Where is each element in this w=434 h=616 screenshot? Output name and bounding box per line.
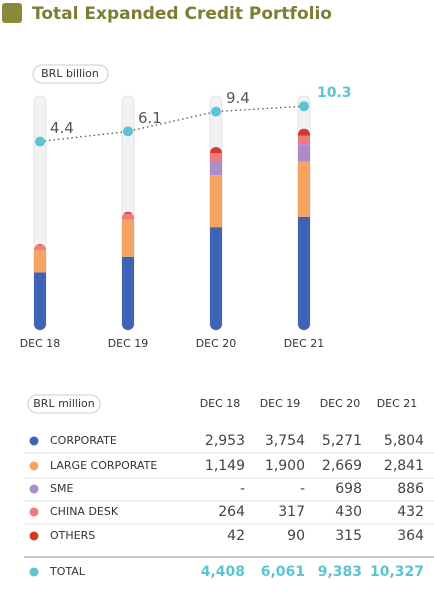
title: Total Expanded Credit Portfolio — [32, 4, 332, 24]
cell: 315 — [335, 528, 362, 544]
x-tick-label: DEC 18 — [20, 337, 61, 350]
cell: 5,271 — [322, 433, 362, 449]
table-unit-pill — [27, 394, 101, 414]
total-cell: 4,408 — [201, 564, 245, 580]
cell: 698 — [335, 481, 362, 497]
row-name: SME — [50, 482, 73, 495]
legend-dot — [29, 436, 39, 446]
bar-segment — [210, 153, 222, 162]
bar-segment — [298, 135, 310, 145]
bar-segment — [210, 161, 222, 176]
bar-segment — [34, 272, 46, 330]
bar-segment — [122, 256, 134, 330]
cell: 317 — [278, 504, 305, 520]
x-tick-label: DEC 19 — [108, 337, 149, 350]
bar-segment — [34, 244, 46, 251]
cell: 5,804 — [384, 433, 424, 449]
column-header: DEC 19 — [260, 397, 301, 410]
legend-dot — [29, 484, 39, 494]
bar-segment — [34, 244, 46, 245]
cell: 2,669 — [322, 458, 362, 474]
cell: 432 — [397, 504, 424, 520]
cell: - — [240, 481, 245, 497]
total-point — [123, 126, 133, 137]
stack — [122, 211, 134, 330]
total-point — [211, 106, 221, 117]
cell: 1,900 — [265, 458, 305, 474]
total-cell: 9,383 — [318, 564, 362, 580]
bar-segment — [298, 216, 310, 330]
total-label: 4.4 — [50, 119, 74, 137]
cell: 886 — [397, 481, 424, 497]
row-name: OTHERS — [50, 529, 95, 542]
total-line — [39, 105, 305, 143]
cell: 42 — [227, 528, 245, 544]
bar-segment — [122, 219, 134, 257]
bar-segment — [210, 147, 222, 154]
stack — [34, 244, 46, 330]
stack — [298, 128, 310, 330]
bar-segment — [298, 128, 310, 136]
row-name: LARGE CORPORATE — [50, 459, 157, 472]
total-cell: 6,061 — [261, 564, 305, 580]
cell: 2,953 — [205, 433, 245, 449]
bar-segment — [122, 211, 134, 214]
total-point — [35, 136, 45, 147]
cell: 2,841 — [384, 458, 424, 474]
table-unit-label: BRL million — [33, 397, 94, 410]
x-tick-label: DEC 20 — [196, 337, 237, 350]
stack — [210, 147, 222, 330]
legend-dot — [29, 567, 39, 577]
row-name: CHINA DESK — [50, 505, 119, 518]
bar-segment — [298, 144, 310, 162]
cell: 264 — [218, 504, 245, 520]
total-cell: 10,327 — [370, 564, 424, 580]
unit-label: BRL billion — [41, 67, 99, 80]
column-header: DEC 20 — [320, 397, 361, 410]
total-point — [299, 101, 309, 112]
total-label: 9.4 — [226, 89, 250, 107]
total-label: 10.3 — [317, 85, 352, 101]
cell: 3,754 — [265, 433, 305, 449]
row-name: TOTAL — [49, 565, 86, 578]
legend-dot — [29, 531, 39, 541]
cell: 1,149 — [205, 458, 245, 474]
bar-segment — [298, 161, 310, 217]
cell: 430 — [335, 504, 362, 520]
legend-dot — [29, 507, 39, 517]
title-marker — [2, 3, 22, 23]
bar-segment — [122, 213, 134, 220]
unit-pill — [32, 64, 109, 84]
cell: 364 — [397, 528, 424, 544]
cell: 90 — [287, 528, 305, 544]
cell: - — [300, 481, 305, 497]
bar-segment — [210, 227, 222, 330]
column-header: DEC 18 — [200, 397, 241, 410]
legend-dot — [29, 461, 39, 471]
x-tick-label: DEC 21 — [284, 337, 325, 350]
total-label: 6.1 — [138, 109, 162, 127]
row-name: CORPORATE — [50, 434, 117, 447]
bar-segment — [210, 175, 222, 228]
column-header: DEC 21 — [377, 397, 418, 410]
bar-segment — [34, 250, 46, 273]
